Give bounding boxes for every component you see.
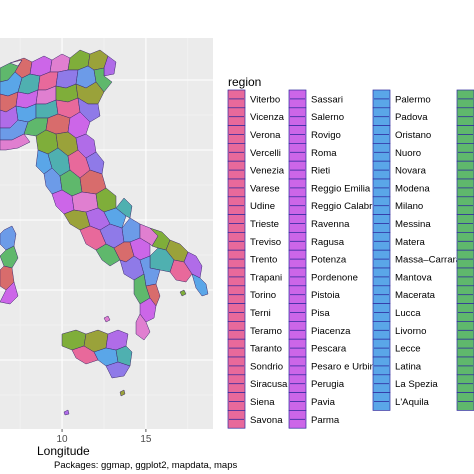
legend-label: Teramo [250,326,282,337]
legend-label: Palermo [395,94,431,105]
province-shape [0,133,31,151]
legend-label: Pisa [311,308,330,319]
legend-label: Taranto [250,344,282,355]
province-shape [119,389,126,397]
legend-label: Terni [250,308,271,319]
caption: Packages: ggmap, ggplot2, mapdata, maps [54,460,238,471]
legend-label: Siracusa [250,379,288,390]
province-shape [179,289,187,297]
province-shape [135,313,151,341]
legend-title: region [228,75,261,89]
legend-label: Torino [250,290,276,301]
legend-label: Matera [395,237,426,248]
legend-label: Vicenza [250,112,285,123]
legend-label: Pesaro e Urbino [311,361,380,372]
province-shape [169,259,193,283]
province-shape [115,197,133,219]
legend: region Viterbo Vicenza Verona Vercelli Venez… [227,75,474,429]
legend-label: Rovigo [311,130,341,141]
legend-label: Rieti [311,166,330,177]
legend-label: Sondrio [250,361,283,372]
legend-label: Trieste [250,219,279,230]
legend-label: Pescara [311,344,347,355]
province-shape [103,207,127,229]
legend-label: Ravenna [311,219,350,230]
legend-label: Treviso [250,237,281,248]
map-panel [0,38,213,429]
legend-label: Mantova [395,272,432,283]
legend-label: Pavia [311,397,336,408]
legend-label: Savona [250,415,283,426]
province-shape [103,315,111,323]
legend-label: Trento [250,255,277,266]
province-shape [71,191,99,213]
province-shape [103,55,117,77]
legend-label: Padova [395,112,428,123]
legend-label: Reggio Emilia [311,183,371,194]
legend-label: Viterbo [250,94,280,105]
legend-label: Potenza [311,255,347,266]
legend-label: Udine [250,201,275,212]
x-axis-title: Longitude [37,444,90,458]
legend-label: Latina [395,361,422,372]
legend-label: Venezia [250,166,285,177]
legend-label: Nuoro [395,148,421,159]
x-tick-label: 15 [140,434,152,445]
legend-label: Livorno [395,326,426,337]
legend-label: Reggio Calabria [311,201,380,212]
legend-label: Roma [311,148,337,159]
legend-label: Massa–Carrara [395,255,462,266]
province-shape [115,345,133,367]
legend-label: Salerno [311,112,344,123]
province-shape [145,283,161,307]
legend-label: Pistoia [311,290,340,301]
province-shape [85,151,105,175]
x-axis-ticks: 10 15 [56,429,152,445]
legend-label: Verona [250,130,281,141]
legend-label: Novara [395,166,427,177]
province-shape [63,409,70,416]
legend-label: La Spezia [395,379,438,390]
legend-label: Parma [311,415,340,426]
legend-label: Vercelli [250,148,281,159]
legend-label: Siena [250,397,275,408]
legend-label: Lucca [395,308,421,319]
province-shape [105,361,131,379]
legend-keys: Viterbo Vicenza Verona Vercelli Venezia Vares… [227,89,474,429]
legend-label: Messina [395,219,431,230]
legend-label: Perugia [311,379,345,390]
x-tick-label: 10 [56,434,68,445]
legend-label: Lecce [395,344,421,355]
legend-label: Varese [250,183,280,194]
legend-label: Trapani [250,272,282,283]
italy-provinces [0,49,209,416]
province-shape [0,281,19,305]
legend-label: Piacenza [311,326,351,337]
legend-label: Ragusa [311,237,345,248]
legend-label: Pordenone [311,272,358,283]
legend-label: Modena [395,183,430,194]
legend-label: Oristano [395,130,431,141]
legend-label: Sassari [311,94,343,105]
legend-label: Macerata [395,290,436,301]
legend-label: Milano [395,201,423,212]
legend-label: L'Aquila [395,397,430,408]
province-shape [71,345,99,365]
